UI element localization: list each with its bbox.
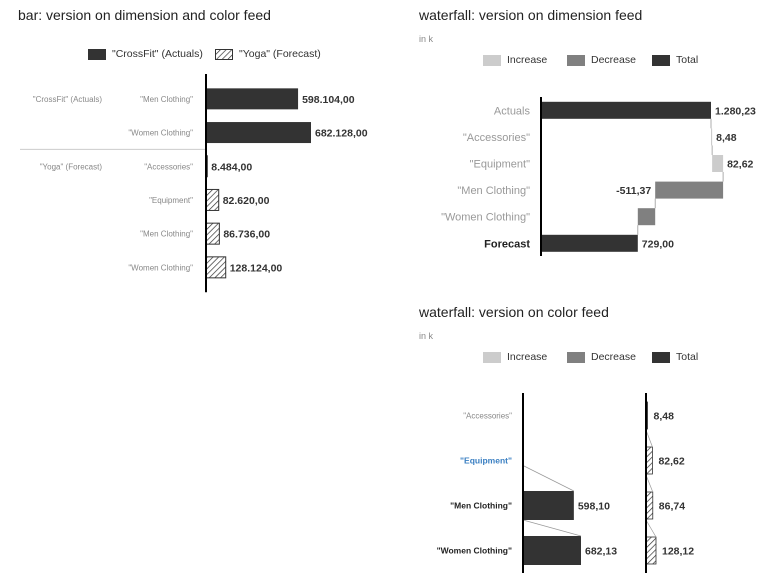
- category-label: "Accessories": [463, 132, 530, 144]
- waterfall-bar: [541, 234, 638, 252]
- category-label: "Men Clothing": [457, 185, 530, 197]
- legend-label: Total: [676, 351, 699, 363]
- forecast-bar: [645, 536, 657, 565]
- connector-line: [645, 474, 654, 493]
- legend-swatch-total: [652, 351, 670, 363]
- data-label: 128.124,00: [230, 262, 283, 274]
- chart1-legend-actuals[interactable]: "CrossFit" (Actuals): [88, 48, 203, 60]
- waterfall-bar: [655, 181, 724, 199]
- legend-swatch-solid: [88, 48, 106, 60]
- legend-swatch-decrease: [567, 351, 585, 363]
- category-label: "Women Clothing": [128, 263, 193, 272]
- category-label: "Accessories": [463, 412, 512, 421]
- data-label: 82,62: [727, 159, 753, 171]
- legend-label: Decrease: [591, 54, 636, 66]
- waterfall-bar: [711, 128, 713, 146]
- category-label: "Equipment": [149, 196, 193, 205]
- category-label: "Men Clothing": [140, 230, 193, 239]
- chart3-title: waterfall: version on color feed: [419, 304, 609, 320]
- legend-label: Decrease: [591, 351, 636, 363]
- connector-line: [522, 519, 582, 537]
- chart1-title: bar: version on dimension and color feed: [18, 7, 271, 23]
- chart1-legend-forecast[interactable]: "Yoga" (Forecast): [215, 48, 321, 60]
- chart3-legend-increase[interactable]: Increase: [483, 351, 547, 363]
- connector-line: [645, 519, 657, 538]
- chart2-subtitle: in k: [419, 34, 434, 44]
- data-label: 128,12: [662, 546, 694, 558]
- chart3-legend-total[interactable]: Total: [652, 351, 698, 363]
- bar: [206, 122, 311, 144]
- data-label: 598.104,00: [302, 94, 355, 106]
- data-label: 8,48: [654, 411, 675, 423]
- legend-swatch-total: [652, 54, 670, 66]
- category-label: "Women Clothing": [441, 212, 530, 224]
- legend-swatch-decrease: [567, 54, 585, 66]
- actuals-bar: [523, 491, 574, 520]
- legend-label: "CrossFit" (Actuals): [112, 48, 203, 60]
- legend-label: "Yoga" (Forecast): [239, 48, 321, 60]
- category-label: "Women Clothing": [128, 129, 193, 138]
- data-label: -511,37: [616, 185, 651, 197]
- data-label: 729,00: [642, 238, 674, 250]
- data-label: 82.620,00: [223, 195, 270, 207]
- legend-label: Increase: [507, 351, 548, 363]
- chart2-legend-total[interactable]: Total: [652, 54, 698, 66]
- data-label: 8.484,00: [211, 161, 252, 173]
- connector-line: [645, 429, 653, 448]
- category-label: "Equipment": [470, 159, 530, 171]
- data-label: 8,48: [716, 132, 737, 144]
- data-label: 1.280,23: [715, 105, 756, 117]
- group-label: "CrossFit" (Actuals): [33, 95, 103, 104]
- actuals-bar: [523, 536, 581, 565]
- waterfall-bar: [712, 155, 724, 172]
- category-label: "Men Clothing": [140, 95, 193, 104]
- waterfall-bar: [637, 208, 656, 226]
- category-label: "Women Clothing": [437, 546, 512, 556]
- bar: [206, 88, 299, 110]
- connector-line: [522, 465, 575, 492]
- chart3-legend-decrease[interactable]: Decrease: [567, 351, 636, 363]
- legend-swatch-hatched: [215, 48, 233, 60]
- legend-label: Increase: [507, 54, 548, 66]
- data-label: 86.736,00: [223, 229, 270, 241]
- forecast-bar: [645, 491, 654, 520]
- category-label: Actuals: [494, 105, 531, 117]
- chart2-legend-increase[interactable]: Increase: [483, 54, 547, 66]
- chart2-legend-decrease[interactable]: Decrease: [567, 54, 636, 66]
- category-label: "Equipment": [460, 456, 512, 466]
- legend-label: Total: [676, 54, 699, 66]
- data-label: 682,13: [585, 546, 617, 558]
- category-label: Forecast: [484, 238, 530, 250]
- legend-swatch-increase: [483, 54, 501, 66]
- data-label: 598,10: [578, 501, 610, 513]
- chart3-subtitle: in k: [419, 331, 434, 341]
- category-label: "Accessories": [144, 162, 193, 171]
- category-label: "Men Clothing": [450, 501, 512, 511]
- group-label: "Yoga" (Forecast): [40, 162, 103, 171]
- data-label: 82,62: [658, 456, 684, 468]
- legend-swatch-increase: [483, 351, 501, 363]
- waterfall-bar: [541, 101, 711, 119]
- data-label: 86,74: [659, 501, 685, 513]
- chart2-title: waterfall: version on dimension feed: [419, 7, 643, 23]
- data-label: 682.128,00: [315, 128, 368, 140]
